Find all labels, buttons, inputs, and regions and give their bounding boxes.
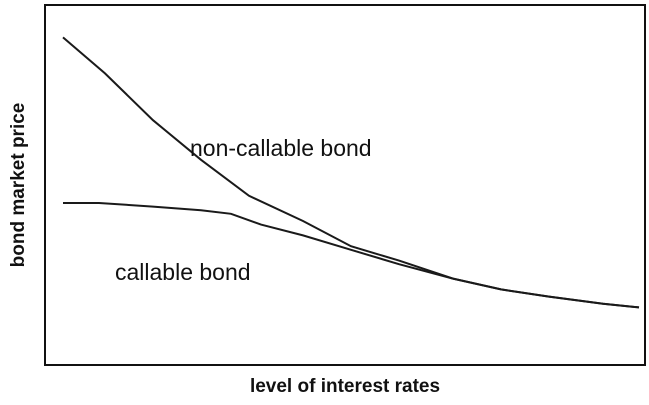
annotation: non-callable bond	[190, 135, 372, 161]
y-axis-label: bond market price	[8, 103, 29, 268]
x-axis-label: level of interest rates	[250, 376, 440, 397]
line-series	[63, 202, 640, 309]
plot-frame	[44, 4, 646, 366]
annotation: callable bond	[115, 259, 251, 285]
